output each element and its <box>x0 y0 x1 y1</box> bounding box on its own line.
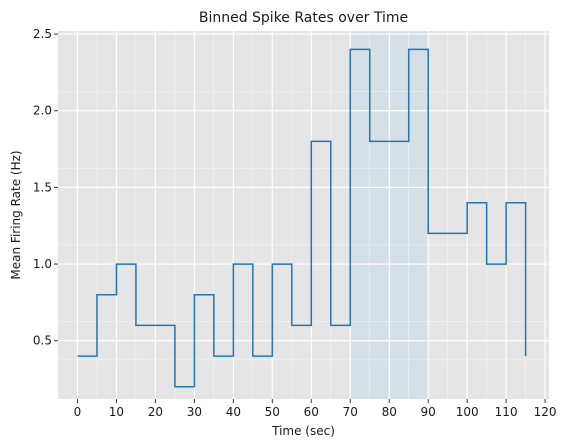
y-axis-title: Mean Firing Rate (Hz) <box>9 150 23 279</box>
y-tick-label: 1.0 <box>33 257 52 271</box>
x-tick-label: 120 <box>534 405 557 419</box>
x-tick-label: 60 <box>304 405 319 419</box>
x-tick-label: 70 <box>343 405 358 419</box>
x-tick-label: 20 <box>148 405 163 419</box>
x-tick-label: 0 <box>74 405 82 419</box>
y-tick-label: 0.5 <box>33 334 52 348</box>
plot-area <box>58 31 549 399</box>
x-tick-label: 10 <box>109 405 124 419</box>
x-tick-label: 50 <box>265 405 280 419</box>
chart-title: Binned Spike Rates over Time <box>199 10 408 26</box>
y-tick-label: 1.5 <box>33 180 52 194</box>
y-tick-label: 2.0 <box>33 104 52 118</box>
x-tick-label: 90 <box>421 405 436 419</box>
x-tick-label: 100 <box>456 405 479 419</box>
x-tick-label: 30 <box>187 405 202 419</box>
series-line <box>77 48 527 388</box>
x-tick-label: 80 <box>382 405 397 419</box>
y-tick-label: 2.5 <box>33 27 52 41</box>
x-axis-title: Time (sec) <box>271 424 335 438</box>
x-tick-label: 40 <box>226 405 241 419</box>
x-tick-label: 110 <box>495 405 518 419</box>
